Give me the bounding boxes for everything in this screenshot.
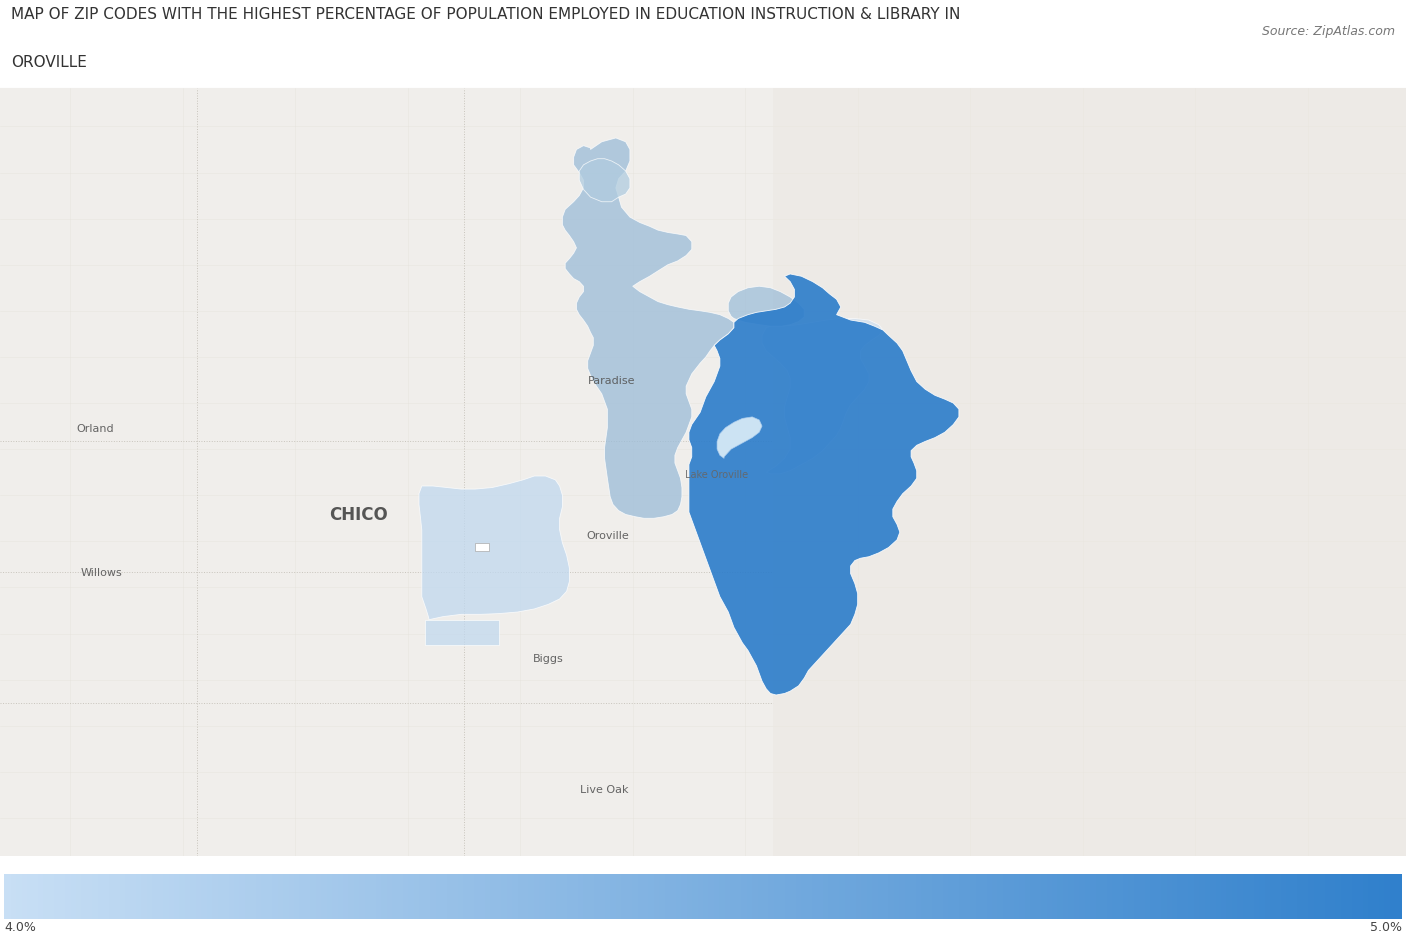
Polygon shape [717, 417, 762, 459]
Text: Live Oak: Live Oak [581, 784, 628, 794]
Text: Orland: Orland [77, 423, 114, 433]
Text: Oroville: Oroville [586, 531, 628, 541]
Polygon shape [579, 159, 630, 202]
Text: MAP OF ZIP CODES WITH THE HIGHEST PERCENTAGE OF POPULATION EMPLOYED IN EDUCATION: MAP OF ZIP CODES WITH THE HIGHEST PERCEN… [11, 7, 960, 22]
Polygon shape [475, 543, 489, 551]
Text: Willows: Willows [80, 567, 122, 578]
Text: Biggs: Biggs [533, 653, 564, 664]
Polygon shape [689, 274, 959, 695]
Polygon shape [419, 476, 569, 620]
Polygon shape [762, 319, 883, 475]
Text: Paradise: Paradise [588, 375, 636, 386]
Polygon shape [728, 287, 804, 327]
Text: Source: ZipAtlas.com: Source: ZipAtlas.com [1261, 24, 1395, 37]
Polygon shape [425, 620, 499, 646]
Polygon shape [773, 89, 1406, 856]
Polygon shape [562, 139, 734, 519]
Text: CHICO: CHICO [329, 505, 388, 524]
Text: 4.0%: 4.0% [4, 920, 37, 933]
Text: Lake Oroville: Lake Oroville [686, 470, 748, 480]
Text: 5.0%: 5.0% [1369, 920, 1402, 933]
Text: OROVILLE: OROVILLE [11, 55, 87, 70]
